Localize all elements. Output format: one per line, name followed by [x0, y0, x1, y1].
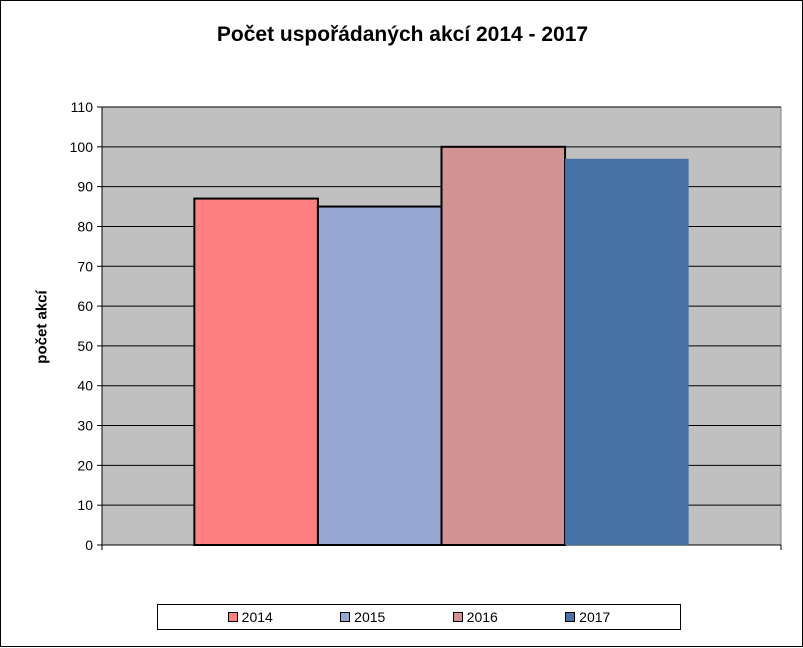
y-tick-label: 60 [77, 298, 93, 314]
legend-swatch [452, 612, 463, 622]
y-tick-label: 110 [71, 99, 94, 115]
y-tick-label: 100 [70, 139, 94, 155]
bar-2014 [193, 197, 319, 546]
y-tick-label: 90 [77, 179, 93, 195]
legend-item-2017: 2017 [565, 609, 610, 625]
y-tick-label: 30 [77, 418, 93, 434]
legend-swatch [227, 612, 238, 622]
y-axis-label: počet akcí [33, 290, 51, 364]
bar-2015 [316, 205, 443, 547]
legend-label: 2016 [466, 609, 498, 625]
bar-2017 [565, 158, 689, 545]
y-tick-label: 80 [77, 218, 93, 234]
legend-item-2016: 2016 [452, 609, 498, 625]
chart-title: Počet uspořádaných akcí 2014 - 2017 [216, 23, 589, 46]
legend-item-2014: 2014 [227, 609, 273, 625]
y-tick-label: 40 [77, 378, 93, 394]
legend-label: 2015 [354, 609, 386, 625]
legend-swatch [565, 612, 576, 622]
legend-item-2015: 2015 [340, 609, 385, 625]
y-tick-label: 70 [77, 258, 93, 274]
legend-swatch [340, 612, 351, 622]
legend-label: 2017 [579, 609, 611, 625]
y-tick-label: 0 [85, 537, 93, 553]
y-tick-label: 10 [77, 497, 93, 513]
y-tick-label: 50 [77, 338, 93, 354]
legend-label: 2014 [241, 609, 273, 625]
bar-2016 [440, 145, 567, 546]
y-tick-label: 20 [77, 457, 93, 473]
legend: 2014 2015 2016 2017 [157, 604, 681, 630]
